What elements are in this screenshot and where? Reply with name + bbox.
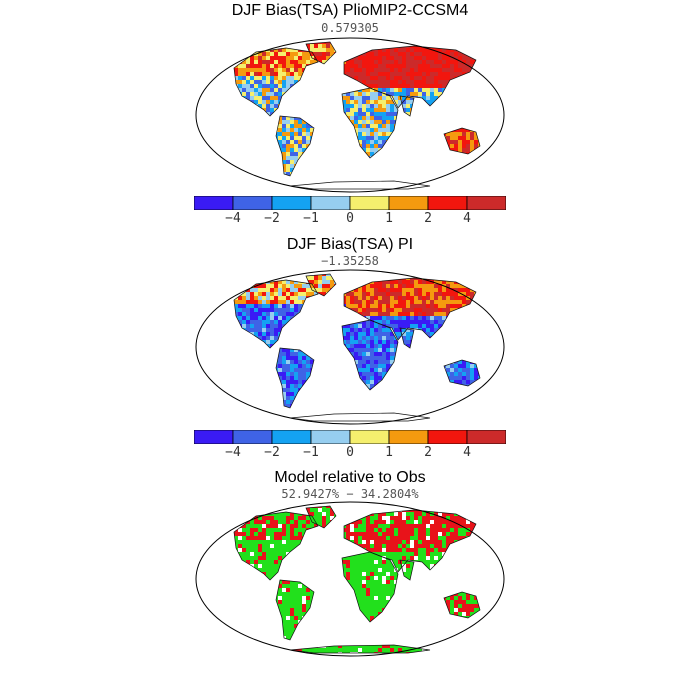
colorbar-tick-label: 2 <box>424 211 432 226</box>
coastline <box>275 579 315 641</box>
colorbar-1-labels: −4 −2 −1 0 1 2 4 <box>194 211 506 227</box>
colorbar-tick-label: −1 <box>303 211 319 226</box>
colorbar-2 <box>194 430 506 444</box>
colorbar-swatch <box>232 430 273 444</box>
coastline <box>399 559 415 581</box>
colorbar-tick-label: 2 <box>424 445 432 460</box>
coastline <box>233 511 319 581</box>
map-outline <box>195 501 505 657</box>
coastline <box>443 591 481 619</box>
colorbar-tick-label: 4 <box>463 445 471 460</box>
coastline <box>275 115 315 177</box>
world-map-model-relative-to-obs <box>195 501 505 657</box>
colorbar-1 <box>194 196 506 210</box>
panel2-subtitle: −1.35258 <box>321 254 379 268</box>
coastline <box>443 127 481 155</box>
colorbar-swatch <box>466 430 506 444</box>
coastline <box>343 277 477 341</box>
coastline <box>305 41 337 65</box>
colorbar-swatch <box>271 430 312 444</box>
colorbar-tick-label: −2 <box>264 445 280 460</box>
map-outline <box>195 37 505 193</box>
coastline <box>341 551 399 623</box>
colorbar-swatch <box>349 196 390 210</box>
colorbar-tick-label: 0 <box>346 445 354 460</box>
colorbar-swatch <box>349 430 390 444</box>
coastline <box>289 644 431 654</box>
land-data-field <box>234 42 480 181</box>
colorbar-swatch <box>466 196 506 210</box>
coastline <box>399 327 415 349</box>
colorbar-tick-label: −4 <box>225 211 241 226</box>
coastline <box>289 412 431 422</box>
colorbar-swatch <box>310 196 351 210</box>
colorbar-swatch <box>310 430 351 444</box>
colorbar-tick-label: 0 <box>346 211 354 226</box>
colorbar-swatch <box>271 196 312 210</box>
panel1-title: DJF Bias(TSA) PlioMIP2-CCSM4 <box>231 2 469 19</box>
colorbar-tick-label: −1 <box>303 445 319 460</box>
colorbar-swatch <box>388 196 429 210</box>
coastline <box>289 180 431 190</box>
colorbar-tick-label: −2 <box>264 211 280 226</box>
coastline <box>443 359 481 387</box>
coastline <box>343 45 477 109</box>
panel3-title: Model relative to Obs <box>274 469 426 486</box>
colorbar-swatch <box>388 430 429 444</box>
colorbar-tick-label: 1 <box>385 445 393 460</box>
panel3-subtitle: 52.9427% − 34.2804% <box>281 487 419 501</box>
colorbar-tick-label: 1 <box>385 211 393 226</box>
coastline <box>305 505 337 529</box>
coastline <box>343 509 477 573</box>
colorbar-tick-label: 4 <box>463 211 471 226</box>
world-map-bias-pliomip2 <box>195 37 505 193</box>
colorbar-swatch <box>194 430 234 444</box>
panel2-title: DJF Bias(TSA) PI <box>286 236 414 253</box>
colorbar-tick-label: −4 <box>225 445 241 460</box>
coastline <box>305 273 337 297</box>
colorbar-swatch <box>427 430 468 444</box>
coastline <box>233 279 319 349</box>
map-outline <box>195 269 505 425</box>
colorbar-2-labels: −4 −2 −1 0 1 2 4 <box>194 445 506 461</box>
coastline <box>399 95 415 117</box>
coastline <box>233 47 319 117</box>
coastline <box>275 347 315 409</box>
land-data-field <box>234 274 480 413</box>
world-map-bias-pi <box>195 269 505 425</box>
coastline <box>341 87 399 159</box>
panel1-subtitle: 0.579305 <box>321 21 379 35</box>
colorbar-swatch <box>194 196 234 210</box>
coastline <box>341 319 399 391</box>
colorbar-swatch <box>232 196 273 210</box>
colorbar-swatch <box>427 196 468 210</box>
